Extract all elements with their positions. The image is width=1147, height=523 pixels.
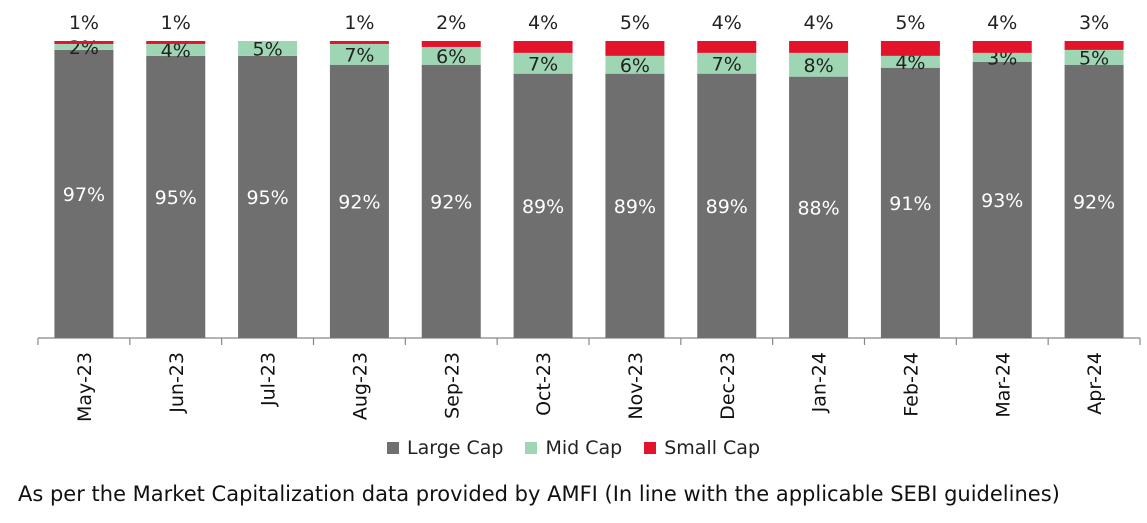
bar-mid-cap — [972, 52, 1032, 62]
bar-mid-cap — [513, 52, 573, 74]
data-label: 89% — [614, 196, 656, 218]
bar-small-cap — [880, 41, 940, 56]
bar-large-cap — [238, 55, 298, 338]
bar-small-cap — [972, 41, 1032, 53]
data-label: 2% — [436, 12, 466, 34]
bar-small-cap — [605, 41, 665, 56]
x-tick-label: Jul-23 — [258, 352, 280, 407]
bar-small-cap — [421, 41, 481, 47]
legend: Large Cap Mid Cap Small Cap — [0, 437, 1147, 459]
data-label: 5% — [620, 12, 650, 34]
data-label: 4% — [804, 12, 834, 34]
data-label: 92% — [338, 191, 380, 213]
legend-label-large-cap: Large Cap — [407, 437, 504, 459]
x-tick-label: Sep-23 — [441, 352, 463, 419]
x-tick-label: Feb-24 — [900, 352, 922, 417]
data-label: 4% — [712, 12, 742, 34]
bar-mid-cap — [880, 55, 940, 68]
data-label: 91% — [889, 193, 931, 215]
bar-large-cap — [146, 55, 206, 338]
x-tick-label: Dec-23 — [717, 352, 739, 420]
bar-mid-cap — [697, 52, 757, 74]
x-tick-label: Mar-24 — [992, 352, 1014, 418]
bar-mid-cap — [146, 43, 206, 56]
x-tick-label: May-23 — [74, 352, 96, 422]
x-tick-label: Jan-24 — [809, 352, 831, 413]
data-label: 89% — [706, 196, 748, 218]
bar-small-cap — [513, 41, 573, 53]
bar-large-cap — [1064, 64, 1124, 338]
data-label: 6% — [620, 55, 650, 77]
data-label: 1% — [344, 12, 374, 34]
data-label: 1% — [161, 12, 191, 34]
legend-swatch-mid-cap — [525, 442, 538, 454]
data-label: 95% — [155, 187, 197, 209]
x-tick-label: Nov-23 — [625, 352, 647, 420]
data-label: 1% — [69, 12, 99, 34]
data-label: 4% — [528, 12, 558, 34]
data-label: 5% — [895, 12, 925, 34]
data-label: 89% — [522, 196, 564, 218]
bar-large-cap — [605, 73, 665, 339]
data-label: 88% — [797, 197, 839, 219]
bar-mid-cap — [329, 43, 389, 65]
legend-item-small-cap: Small Cap — [644, 437, 760, 459]
bar-mid-cap — [1064, 49, 1124, 65]
bar-small-cap — [146, 41, 206, 44]
data-label: 7% — [712, 53, 742, 75]
bar-mid-cap — [789, 52, 849, 77]
x-tick-label: Apr-24 — [1084, 352, 1106, 415]
bar-mid-cap — [421, 46, 481, 65]
legend-label-small-cap: Small Cap — [664, 437, 760, 459]
data-label: 3% — [1079, 12, 1109, 34]
data-label: 2% — [69, 37, 99, 59]
bar-large-cap — [421, 64, 481, 338]
data-label: 4% — [161, 40, 191, 62]
legend-swatch-large-cap — [387, 442, 399, 454]
bar-large-cap — [329, 64, 389, 338]
x-tick-label: Oct-23 — [533, 352, 555, 416]
bar-large-cap — [880, 67, 940, 338]
legend-item-mid-cap: Mid Cap — [525, 437, 622, 459]
data-label: 8% — [804, 55, 834, 77]
bar-small-cap — [329, 41, 389, 44]
data-label: 7% — [528, 53, 558, 75]
legend-item-large-cap: Large Cap — [387, 437, 503, 459]
legend-label-mid-cap: Mid Cap — [545, 437, 623, 459]
bar-large-cap — [972, 61, 1032, 338]
bar-large-cap — [513, 73, 573, 339]
data-label: 92% — [430, 191, 472, 213]
bar-small-cap — [1064, 41, 1124, 50]
x-tick-label: Jun-23 — [166, 352, 188, 414]
data-label: 7% — [344, 44, 374, 66]
x-tick-label: Aug-23 — [349, 352, 371, 420]
bar-mid-cap — [238, 41, 298, 56]
data-label: 95% — [246, 187, 288, 209]
bar-large-cap — [789, 76, 849, 338]
data-label: 97% — [63, 184, 105, 206]
bar-mid-cap — [54, 43, 114, 50]
footnote: As per the Market Capitalization data pr… — [18, 482, 1060, 506]
bar-small-cap — [789, 41, 849, 53]
stacked-bar-chart: 97% 2% 1% May-23 95% 4% 1% Jun-23 95% 5% Jul-23 92%… — [37, 12, 1141, 422]
data-label: 6% — [436, 46, 466, 68]
data-label: 5% — [253, 38, 283, 60]
bar-small-cap — [697, 41, 757, 53]
data-label: 4% — [987, 12, 1017, 34]
bar-large-cap — [54, 49, 114, 338]
legend-swatch-small-cap — [644, 442, 657, 454]
data-label: 4% — [895, 52, 925, 74]
data-label: 93% — [981, 190, 1023, 212]
bar-small-cap — [54, 41, 114, 44]
data-label: 92% — [1073, 191, 1115, 213]
bar-large-cap — [697, 73, 757, 339]
data-label: 5% — [1079, 47, 1109, 69]
bar-mid-cap — [605, 55, 665, 74]
